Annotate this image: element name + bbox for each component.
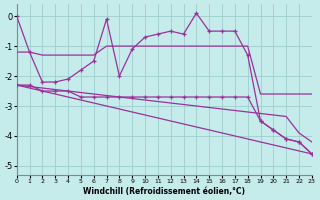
X-axis label: Windchill (Refroidissement éolien,°C): Windchill (Refroidissement éolien,°C) [83, 187, 245, 196]
